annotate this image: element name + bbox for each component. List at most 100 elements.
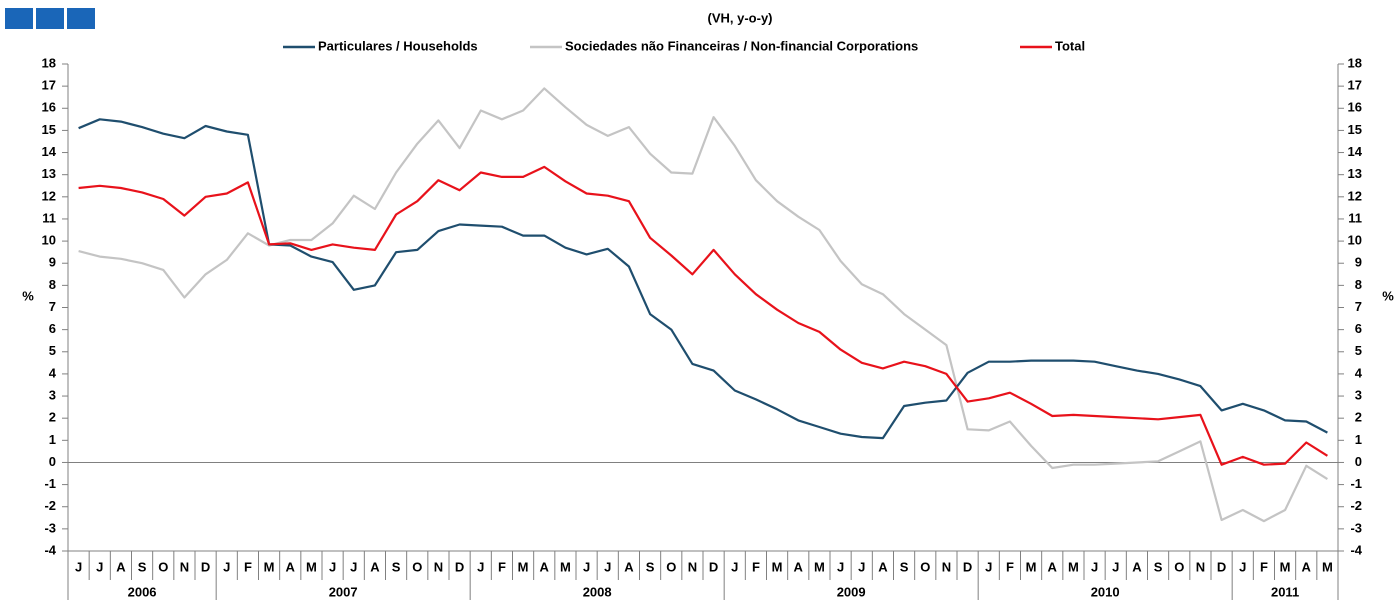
y-tick-label: 11 <box>42 210 56 225</box>
logo <box>5 8 95 29</box>
x-tick-label: S <box>138 559 147 574</box>
y2-tick-label: 7 <box>1355 299 1362 314</box>
legend-label: Sociedades não Financeiras / Non-financi… <box>565 38 918 53</box>
x-tick-label: F <box>244 559 252 574</box>
x-tick-label: M <box>1322 559 1333 574</box>
x-tick-label: J <box>985 559 992 574</box>
y-tick-label: 3 <box>49 387 56 402</box>
year-label: 2010 <box>1091 584 1120 599</box>
y-tick-label: -3 <box>44 520 56 535</box>
y-tick-label: 10 <box>42 233 56 248</box>
chart-title: (VH, y-o-y) <box>708 10 773 25</box>
x-tick-label: M <box>1026 559 1037 574</box>
x-tick-label: O <box>412 559 422 574</box>
x-tick-label: M <box>1280 559 1291 574</box>
x-tick-label: A <box>1132 559 1142 574</box>
x-tick-label: N <box>1196 559 1205 574</box>
x-tick-label: A <box>286 559 296 574</box>
x-tick-label: J <box>1112 559 1119 574</box>
y2-tick-label: 17 <box>1348 78 1362 93</box>
y-tick-label: 16 <box>42 100 56 115</box>
series-line <box>78 118 1328 440</box>
y-tick-label: 2 <box>49 410 56 425</box>
x-tick-label: J <box>604 559 611 574</box>
y-tick-label: 0 <box>49 454 56 469</box>
y2-tick-label: 4 <box>1355 365 1363 380</box>
x-tick-label: J <box>583 559 590 574</box>
y2-tick-label: 1 <box>1355 432 1362 447</box>
x-tick-label: O <box>1174 559 1184 574</box>
legend-label: Particulares / Households <box>318 38 478 53</box>
y-tick-label: -2 <box>44 498 56 513</box>
x-tick-label: M <box>306 559 317 574</box>
x-tick-label: J <box>350 559 357 574</box>
x-tick-label: O <box>158 559 168 574</box>
y-tick-label: 6 <box>49 321 56 336</box>
y-axis-label: % <box>22 288 34 303</box>
x-tick-label: M <box>518 559 529 574</box>
x-tick-label: D <box>455 559 464 574</box>
y2-tick-label: 6 <box>1355 321 1362 336</box>
y2-tick-label: 10 <box>1348 233 1362 248</box>
x-tick-label: J <box>731 559 738 574</box>
x-tick-label: F <box>498 559 506 574</box>
x-tick-label: O <box>666 559 676 574</box>
y2-tick-label: 8 <box>1355 277 1362 292</box>
y2-tick-label: -2 <box>1350 498 1362 513</box>
y2-tick-label: 16 <box>1348 100 1362 115</box>
x-tick-label: J <box>837 559 844 574</box>
x-tick-label: A <box>116 559 126 574</box>
x-tick-label: M <box>772 559 783 574</box>
y2-tick-label: 15 <box>1348 122 1362 137</box>
y2-tick-label: -3 <box>1350 520 1362 535</box>
x-tick-label: F <box>1006 559 1014 574</box>
x-tick-label: D <box>709 559 718 574</box>
y-tick-label: -1 <box>44 476 56 491</box>
year-label: 2006 <box>128 584 157 599</box>
y-tick-label: 7 <box>49 299 56 314</box>
x-tick-label: N <box>434 559 443 574</box>
x-tick-label: A <box>878 559 888 574</box>
x-tick-label: A <box>540 559 550 574</box>
year-label: 2011 <box>1271 584 1299 599</box>
x-tick-label: A <box>624 559 634 574</box>
year-label: 2009 <box>837 584 866 599</box>
y-tick-label: 14 <box>42 144 57 159</box>
x-tick-label: S <box>900 559 909 574</box>
y-tick-label: 12 <box>42 188 56 203</box>
legend-label: Total <box>1055 38 1085 53</box>
y2-axis-label: % <box>1382 288 1394 303</box>
x-tick-label: J <box>329 559 336 574</box>
x-tick-label: A <box>794 559 804 574</box>
x-tick-label: J <box>477 559 484 574</box>
x-tick-label: M <box>1068 559 1079 574</box>
x-tick-label: N <box>942 559 951 574</box>
x-tick-label: D <box>1217 559 1226 574</box>
y-tick-label: 13 <box>42 166 56 181</box>
y-tick-label: -4 <box>44 542 56 557</box>
x-tick-label: S <box>392 559 401 574</box>
x-tick-label: J <box>858 559 865 574</box>
y2-tick-label: -1 <box>1350 476 1362 491</box>
y-tick-label: 4 <box>49 365 57 380</box>
y-tick-label: 5 <box>49 343 56 358</box>
x-tick-label: F <box>752 559 760 574</box>
y2-tick-label: 12 <box>1348 188 1362 203</box>
x-tick-label: J <box>1091 559 1098 574</box>
series-line <box>78 87 1328 523</box>
x-tick-label: M <box>264 559 275 574</box>
x-tick-label: A <box>1048 559 1058 574</box>
x-tick-label: J <box>75 559 82 574</box>
y-tick-label: 9 <box>49 255 56 270</box>
x-tick-label: D <box>201 559 210 574</box>
series-line <box>78 165 1328 466</box>
y2-tick-label: 11 <box>1348 210 1362 225</box>
x-tick-label: D <box>963 559 972 574</box>
y2-tick-label: 13 <box>1348 166 1362 181</box>
y2-tick-label: 14 <box>1348 144 1363 159</box>
y-tick-label: 17 <box>42 78 56 93</box>
x-tick-label: S <box>646 559 655 574</box>
y2-tick-label: 0 <box>1355 454 1362 469</box>
y-tick-label: 18 <box>42 55 56 70</box>
